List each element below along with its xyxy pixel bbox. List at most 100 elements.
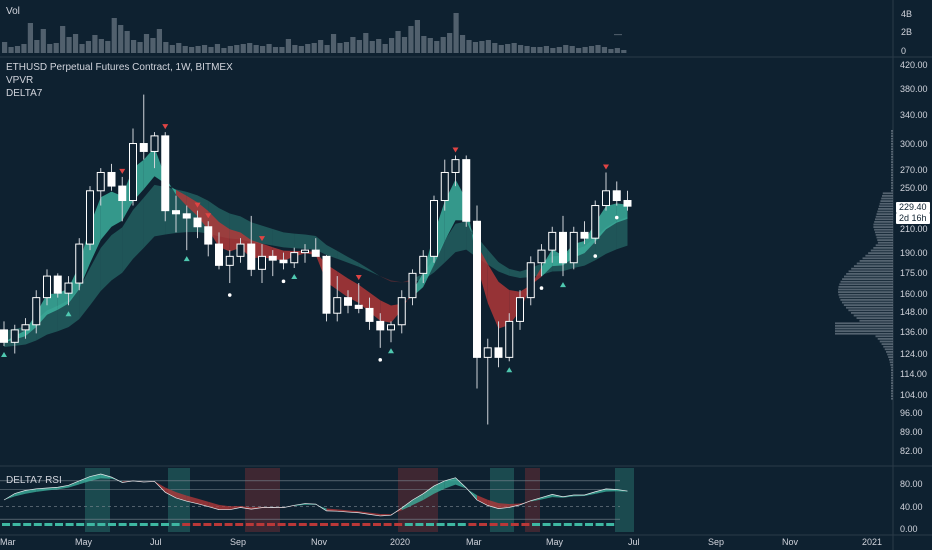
volume-bar xyxy=(279,47,285,53)
vpvr-row xyxy=(838,288,893,291)
last-price-badge: 229.40 xyxy=(896,202,930,213)
volume-bar xyxy=(330,34,337,53)
price-tick: 340.00 xyxy=(900,110,928,120)
volume-bar xyxy=(621,50,627,53)
vpvr-row xyxy=(850,312,893,314)
vpvr-row xyxy=(886,351,893,353)
volume-bar xyxy=(576,48,582,53)
candle-body xyxy=(451,159,460,173)
volume-bar xyxy=(240,44,246,53)
ribbon-segment xyxy=(606,203,617,230)
volume-bar xyxy=(201,45,208,53)
rsi-strip xyxy=(309,523,318,526)
rsi-line xyxy=(3,473,628,517)
candle-body xyxy=(182,213,191,219)
vpvr-row xyxy=(891,182,893,184)
rsi-strip xyxy=(457,523,466,526)
rsi-label[interactable]: DELTA7 RSI xyxy=(6,475,62,486)
time-tick: May xyxy=(75,537,93,547)
indicator-delta7[interactable]: DELTA7 xyxy=(6,88,43,99)
vpvr-row xyxy=(891,397,893,400)
rsi-strip xyxy=(373,523,381,526)
volume-bar xyxy=(176,43,182,53)
vpvr-row xyxy=(891,169,893,171)
candles[interactable] xyxy=(0,94,632,425)
rsi-fill xyxy=(176,492,187,502)
dot-marker xyxy=(378,358,383,362)
candle-body xyxy=(612,190,621,202)
volume-bar xyxy=(305,44,311,53)
vpvr-row xyxy=(891,377,893,379)
rsi-strip xyxy=(44,523,53,526)
rsi-strip xyxy=(320,523,328,526)
rsi-fill xyxy=(165,487,176,498)
volume-bar xyxy=(614,48,620,53)
price-tick: 380.00 xyxy=(900,84,928,94)
rsi-strip xyxy=(118,523,127,526)
candle-body xyxy=(172,210,180,215)
candle-body xyxy=(118,185,127,202)
vpvr-row xyxy=(877,241,893,244)
ribbon-segment xyxy=(380,300,391,323)
volume-bar xyxy=(363,33,369,53)
candle-body xyxy=(139,143,148,152)
volume-bar xyxy=(376,39,382,53)
candle-body xyxy=(623,200,632,207)
ribbon-segment xyxy=(47,293,58,315)
rsi-strip xyxy=(224,523,233,526)
rsi-strip xyxy=(65,523,74,526)
symbol-title[interactable]: ETHUSD Perpetual Futures Contract, 1W, B… xyxy=(6,62,233,73)
indicator-vpvr[interactable]: VPVR xyxy=(6,75,34,86)
rsi-strip xyxy=(563,523,572,526)
price-tick: 250.00 xyxy=(900,183,928,193)
volume-bar xyxy=(105,41,111,53)
price-tick: 420.00 xyxy=(900,60,928,70)
vpvr-row xyxy=(887,353,893,356)
vpvr-row xyxy=(848,270,893,273)
cloud-segment xyxy=(498,262,510,276)
price-tick: 89.00 xyxy=(900,427,923,437)
sell-arrow-icon xyxy=(452,147,459,153)
rsi-strip xyxy=(510,523,519,526)
candle-body xyxy=(32,297,41,326)
price-tick: 160.00 xyxy=(900,289,928,299)
volume-bar xyxy=(124,31,130,53)
rsi-strip xyxy=(129,523,138,526)
rsi-fill xyxy=(358,511,370,515)
volume-bar xyxy=(537,47,543,53)
volume-bar xyxy=(53,43,59,53)
ribbon-segment xyxy=(262,243,273,259)
volume-bar xyxy=(227,46,233,53)
rsi-strip xyxy=(362,523,371,526)
vpvr-row xyxy=(891,156,893,158)
rsi-fill xyxy=(229,506,241,510)
volume-bar xyxy=(401,37,408,53)
cloud-segment xyxy=(283,232,295,249)
volume-bar xyxy=(156,29,162,53)
volume-bar xyxy=(505,44,511,53)
ribbon-segment xyxy=(530,267,542,286)
cloud-segment xyxy=(509,268,520,278)
price-tick: 136.00 xyxy=(900,327,928,337)
volume-axis-4b: 4B xyxy=(901,9,913,19)
vpvr-row xyxy=(879,202,893,205)
candle-body xyxy=(537,249,546,264)
volume-bar xyxy=(595,45,601,53)
volume-bar xyxy=(163,42,169,53)
candle-body xyxy=(193,217,202,228)
rsi-strip xyxy=(330,523,339,526)
buy-arrow-icon xyxy=(291,273,298,279)
time-tick: Nov xyxy=(311,537,328,547)
candle-body xyxy=(322,255,331,314)
vpvr-row xyxy=(891,387,893,390)
volume-bar xyxy=(79,44,85,53)
cloud-segment xyxy=(337,250,348,263)
volume-bar xyxy=(556,47,562,53)
volume-bar xyxy=(247,43,253,53)
volume-bar xyxy=(266,44,272,53)
rsi-strip xyxy=(245,523,254,526)
vpvr-row xyxy=(888,356,893,358)
candle-body xyxy=(258,255,266,270)
price-tick: 175.00 xyxy=(900,268,928,278)
